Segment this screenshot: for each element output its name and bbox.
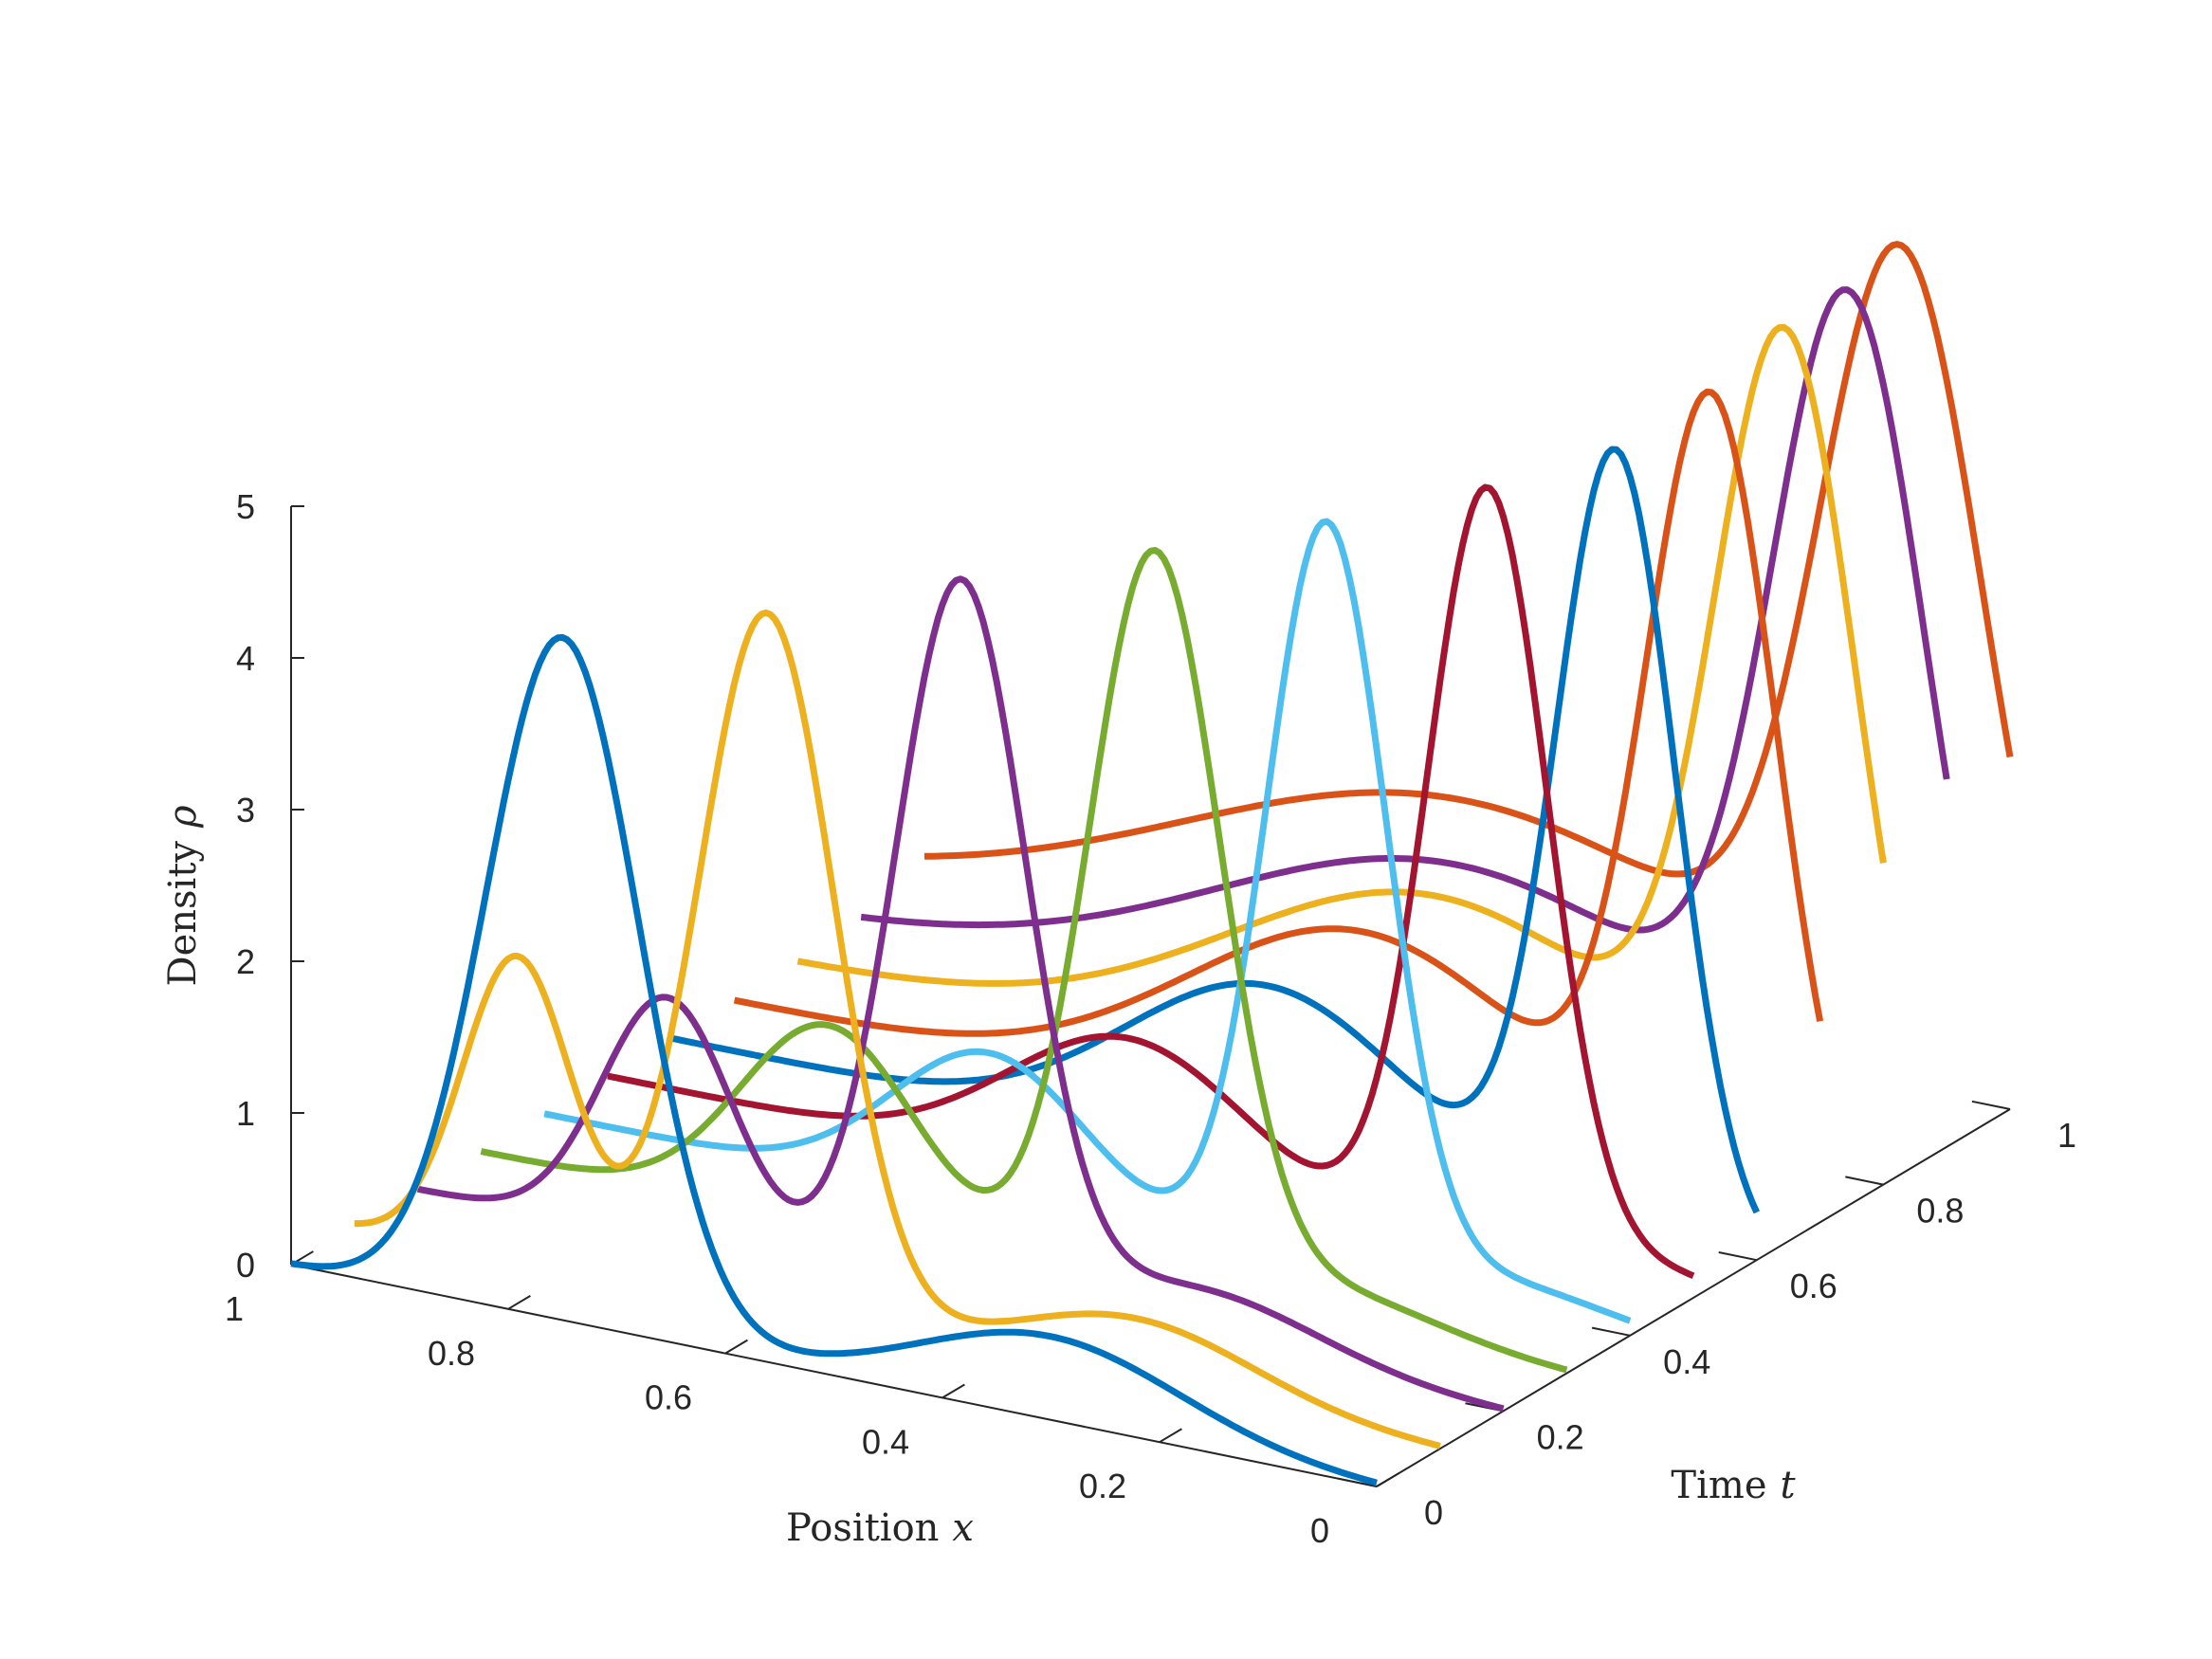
series-line-0 <box>290 633 1378 1486</box>
x-tick-mark <box>507 1295 531 1310</box>
y-tick-label: 0.2 <box>1537 1417 1584 1456</box>
x-tick-label: 1 <box>225 1289 244 1328</box>
x-axis-line <box>290 1264 1378 1487</box>
x-tick-label: 0.8 <box>428 1334 475 1373</box>
series-lines <box>290 241 2014 1486</box>
z-tick-label: 1 <box>236 1094 255 1133</box>
series-line-8 <box>796 323 1887 987</box>
axes <box>290 506 2011 1487</box>
z-axis-label: Density ρ <box>161 805 205 987</box>
x-axis-label: Position x <box>786 1506 974 1550</box>
z-axis-label-var: ρ <box>161 805 205 829</box>
y-tick-mark <box>1971 1100 2011 1110</box>
x-axis-label-var: x <box>952 1506 974 1550</box>
tick-labels: 0 1 2 3 4 5 0 0.2 0.4 0.6 0.8 1 0 0.2 0.4 0.6 0.8 1 <box>225 487 2076 1550</box>
y-tick-mark <box>1718 1251 1758 1262</box>
z-axis-label-text: Density <box>161 841 205 987</box>
z-tick-label: 3 <box>236 791 255 830</box>
y-tick-mark <box>1845 1176 1884 1186</box>
y-tick-label: 0.4 <box>1663 1342 1710 1381</box>
y-tick-mark <box>1591 1326 1631 1337</box>
x-tick-label: 0.4 <box>862 1422 909 1461</box>
tick-marks <box>290 505 2011 1487</box>
series-line-3 <box>480 547 1568 1374</box>
x-tick-mark <box>1159 1428 1182 1444</box>
z-tick-label: 4 <box>236 639 255 678</box>
x-axis-label-text: Position <box>786 1506 939 1550</box>
x-tick-mark <box>1376 1472 1399 1487</box>
series-line-2 <box>416 575 1505 1413</box>
y-axis-label-var: t <box>1781 1464 1797 1507</box>
series-line-6 <box>670 446 1760 1214</box>
x-tick-label: 0.2 <box>1079 1467 1126 1505</box>
series-line-7 <box>733 388 1824 1037</box>
y-tick-label: 0 <box>1424 1493 1443 1532</box>
y-axis-label-text: Time <box>1671 1464 1766 1507</box>
y-tick-label: 0.6 <box>1790 1267 1837 1305</box>
z-tick-label: 0 <box>236 1246 255 1285</box>
x-tick-mark <box>724 1339 748 1355</box>
x-tick-label: 0 <box>1310 1511 1329 1550</box>
series-line-5 <box>607 483 1695 1280</box>
y-tick-label: 0.8 <box>1916 1192 1964 1231</box>
x-tick-mark <box>941 1383 965 1399</box>
y-axis-label: Time t <box>1671 1464 1796 1507</box>
series-line-4 <box>543 518 1632 1324</box>
series-line-10 <box>923 241 2014 878</box>
y-axis-line <box>1376 1108 2011 1487</box>
z-tick-label: 2 <box>236 942 255 981</box>
series-line-1 <box>354 609 1441 1449</box>
z-tick-label: 5 <box>236 487 255 526</box>
y-tick-label: 1 <box>2057 1116 2076 1155</box>
x-tick-label: 0.6 <box>645 1378 692 1417</box>
series-line-9 <box>860 286 1950 934</box>
y-tick-mark <box>1338 1477 1378 1487</box>
